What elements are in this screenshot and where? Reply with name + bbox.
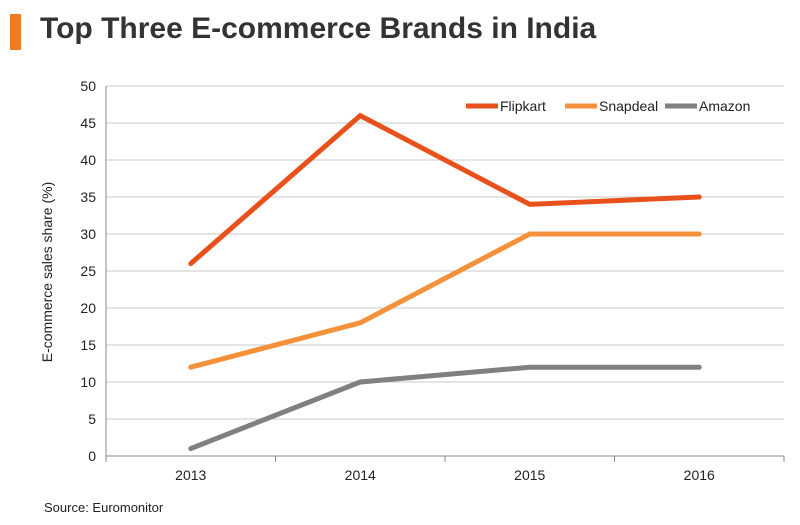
y-axis-label: E-commerce sales share (%) bbox=[39, 182, 55, 363]
x-tick-2013: 2013 bbox=[175, 467, 206, 483]
series-line-flipkart bbox=[188, 112, 702, 267]
source-note: Source: Euromonitor bbox=[44, 500, 164, 515]
series-lines bbox=[188, 112, 702, 452]
legend-label-amazon: Amazon bbox=[699, 98, 750, 114]
legend: Flipkart Snapdeal Amazon bbox=[466, 98, 750, 114]
y-tick-10: 10 bbox=[80, 374, 96, 390]
y-tick-20: 20 bbox=[80, 300, 96, 316]
x-tick-2015: 2015 bbox=[514, 467, 545, 483]
y-tick-30: 30 bbox=[80, 226, 96, 242]
y-tick-25: 25 bbox=[80, 263, 96, 279]
y-tick-5: 5 bbox=[88, 411, 96, 427]
x-tick-2014: 2014 bbox=[345, 467, 376, 483]
y-tick-15: 15 bbox=[80, 337, 96, 353]
x-tick-labels: 2013 2014 2015 2016 bbox=[175, 467, 715, 483]
axes bbox=[105, 86, 785, 462]
y-tick-0: 0 bbox=[88, 448, 96, 464]
title-accent-bar bbox=[10, 14, 21, 50]
series-line-amazon bbox=[188, 364, 702, 452]
legend-label-flipkart: Flipkart bbox=[500, 98, 546, 114]
x-tick-2016: 2016 bbox=[684, 467, 715, 483]
y-tick-labels: 0 5 10 15 20 25 30 35 40 45 50 bbox=[80, 78, 96, 464]
y-tick-35: 35 bbox=[80, 189, 96, 205]
y-tick-40: 40 bbox=[80, 152, 96, 168]
y-tick-50: 50 bbox=[80, 78, 96, 94]
page-title: Top Three E-commerce Brands in India bbox=[40, 12, 597, 45]
y-tick-45: 45 bbox=[80, 115, 96, 131]
legend-label-snapdeal: Snapdeal bbox=[599, 98, 658, 114]
series-line-snapdeal bbox=[188, 231, 702, 370]
